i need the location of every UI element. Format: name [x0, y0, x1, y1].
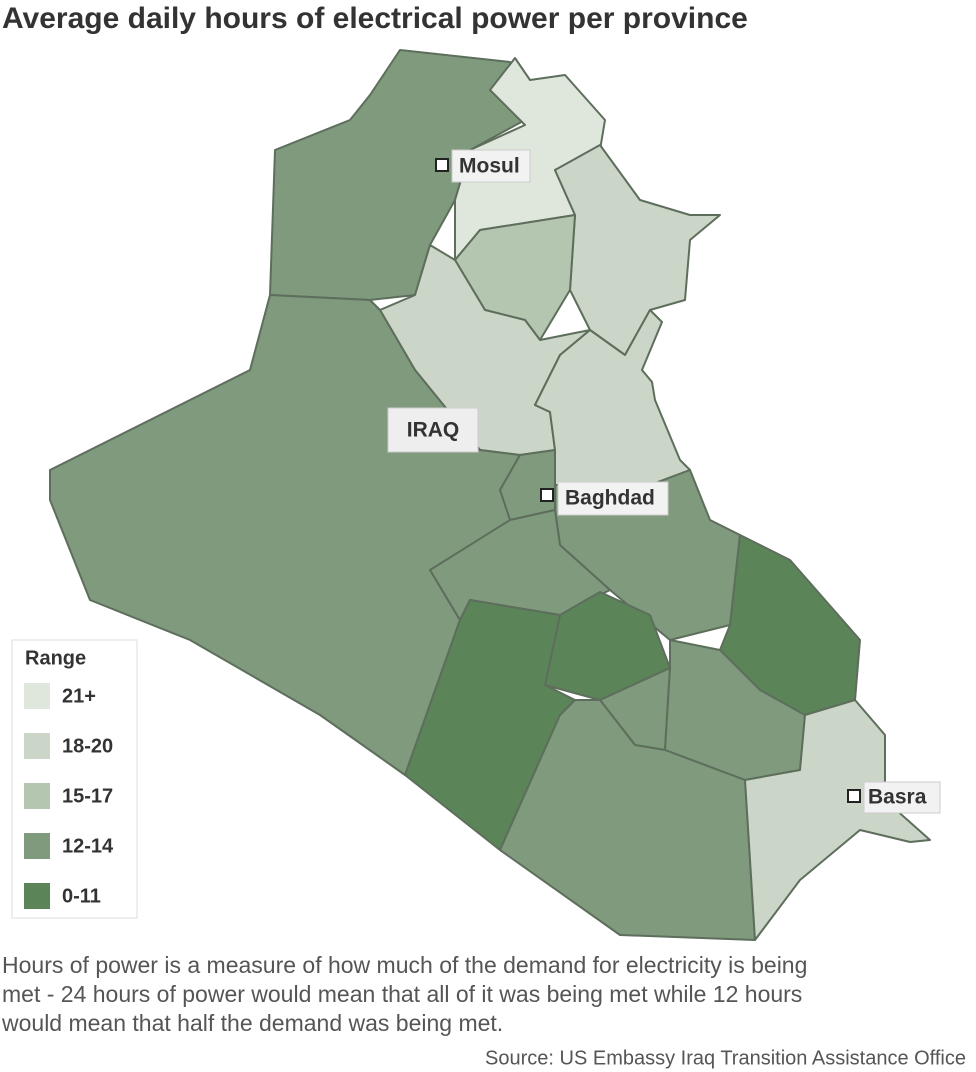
city-label: Mosul [459, 155, 520, 178]
legend-label: 21+ [62, 685, 96, 707]
note-line: met - 24 hours of power would mean that … [2, 981, 802, 1007]
title: Average daily hours of electrical power … [2, 2, 748, 35]
legend-label: 15-17 [62, 785, 113, 807]
legend-swatch [24, 883, 50, 909]
city-marker [435, 158, 449, 172]
city-marker [540, 488, 554, 502]
city-marker [847, 789, 861, 803]
city-box [863, 781, 941, 814]
legend-swatch [24, 733, 50, 759]
legend: Range 21+ 18-20 15-17 12-14 0-11 [11, 639, 138, 919]
city-box [451, 149, 531, 183]
country-box [387, 407, 479, 453]
note-line: would mean that half the demand was bein… [1, 1010, 503, 1036]
province [744, 699, 931, 941]
city-label: Basra [868, 786, 927, 809]
legend-label: 18-20 [62, 735, 113, 757]
legend-label: 12-14 [62, 835, 114, 857]
province [534, 309, 691, 486]
city-box [557, 481, 669, 516]
legend-label: 0-11 [62, 885, 101, 907]
province [554, 144, 721, 356]
legend-box [11, 639, 138, 919]
source: Source: US Embassy Iraq Transition Assis… [485, 1047, 966, 1069]
provinces [49, 49, 931, 941]
note-line: Hours of power is a measure of how much … [2, 952, 807, 978]
city-label: Baghdad [565, 487, 655, 510]
country-label: IRAQ [407, 419, 460, 442]
note: Hours of power is a measure of how much … [1, 952, 807, 1036]
legend-swatch [24, 683, 50, 709]
legend-title: Range [25, 647, 86, 669]
legend-swatch [24, 783, 50, 809]
legend-swatch [24, 833, 50, 859]
city-labels: Mosul Baghdad Basra IRAQ [387, 149, 941, 814]
